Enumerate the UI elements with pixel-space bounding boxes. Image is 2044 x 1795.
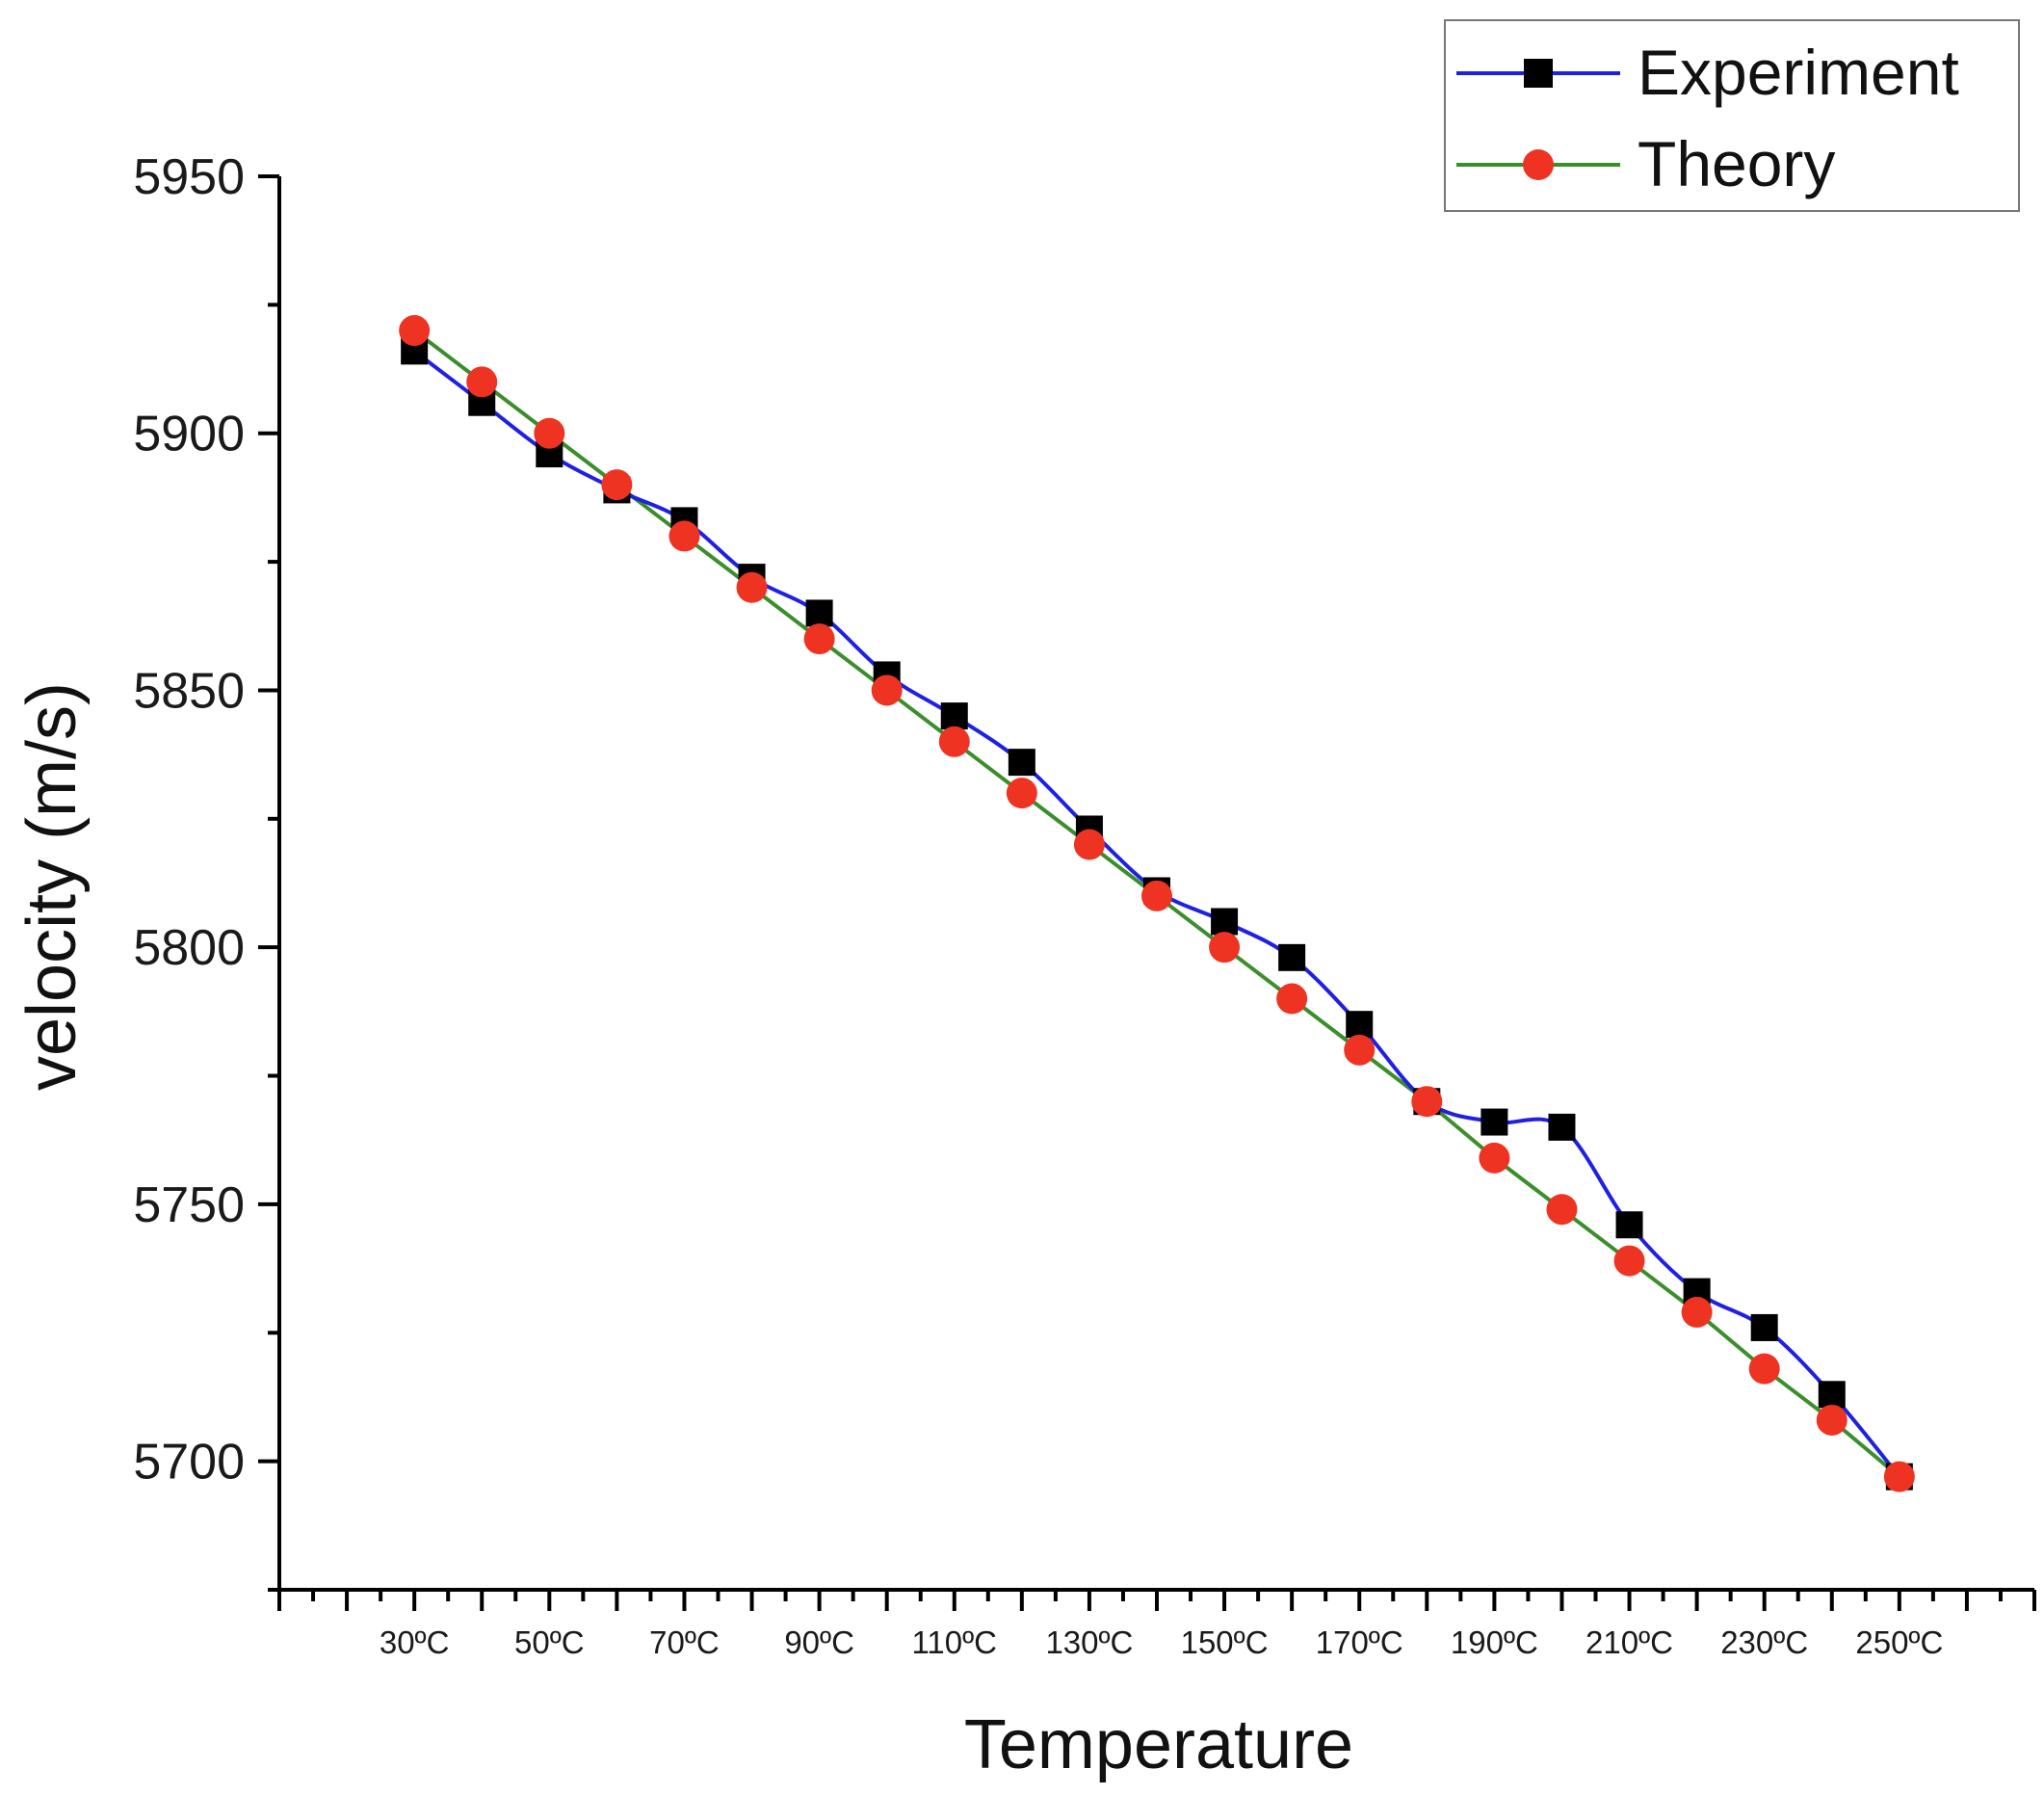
x-tick-label: 230ºC bbox=[1720, 1624, 1808, 1660]
theory-point bbox=[1681, 1296, 1713, 1328]
series-layer bbox=[399, 315, 1915, 1492]
theory-point bbox=[1209, 932, 1241, 963]
x-tick-label: 170ºC bbox=[1316, 1624, 1403, 1660]
x-tick-label: 90ºC bbox=[784, 1624, 854, 1660]
y-ticks: 5700 5750 5800 5850 5900 5950 bbox=[133, 149, 279, 1592]
theory-point bbox=[1479, 1142, 1510, 1174]
experiment-point bbox=[940, 702, 968, 730]
y-tick-label: 5850 bbox=[133, 663, 245, 719]
y-tick-label: 5800 bbox=[133, 920, 245, 976]
x-tick-label: 130ºC bbox=[1045, 1624, 1133, 1660]
x-tick-label: 210ºC bbox=[1585, 1624, 1673, 1660]
theory-point bbox=[399, 315, 431, 347]
experiment-point bbox=[805, 599, 833, 627]
x-ticks: 30ºC 50ºC 70ºC 90ºC 110ºC 130ºC 150ºC 170ºC 190º… bbox=[277, 1590, 2036, 1660]
y-tick-label: 5900 bbox=[133, 407, 245, 462]
theory-point bbox=[534, 417, 565, 449]
theory-point bbox=[1613, 1245, 1645, 1277]
theory-point bbox=[466, 366, 498, 398]
x-tick-label: 190ºC bbox=[1451, 1624, 1538, 1660]
experiment-point bbox=[1278, 943, 1306, 971]
theory-point bbox=[1411, 1086, 1443, 1118]
theory-point bbox=[1748, 1353, 1780, 1385]
theory-point bbox=[601, 469, 633, 501]
experiment-point bbox=[1818, 1381, 1846, 1409]
experiment-point bbox=[1750, 1313, 1778, 1341]
theory-point bbox=[871, 674, 903, 706]
theory-point bbox=[1006, 778, 1037, 809]
experiment-point bbox=[1615, 1211, 1643, 1239]
x-tick-label: 50ºC bbox=[514, 1624, 585, 1660]
x-tick-label: 250ºC bbox=[1855, 1624, 1943, 1660]
theory-point bbox=[736, 571, 768, 603]
x-tick-label: 30ºC bbox=[380, 1624, 450, 1660]
experiment-point bbox=[1346, 1011, 1374, 1039]
theory-point bbox=[1546, 1194, 1578, 1226]
x-tick-label: 70ºC bbox=[649, 1624, 720, 1660]
experiment-point bbox=[1481, 1108, 1508, 1136]
experiment-point bbox=[1008, 749, 1035, 777]
theory-point bbox=[1276, 983, 1308, 1015]
experiment-point bbox=[1211, 908, 1239, 936]
experiment-point bbox=[1548, 1113, 1576, 1141]
y-axis-title: velocity (m/s) bbox=[13, 682, 91, 1091]
theory-point bbox=[668, 520, 700, 552]
y-tick-label: 5950 bbox=[133, 149, 245, 205]
theory-point bbox=[1883, 1461, 1915, 1492]
legend: Experiment Theory bbox=[1444, 19, 2020, 212]
legend-theory-marker bbox=[1523, 149, 1554, 180]
y-tick-label: 5750 bbox=[133, 1177, 245, 1233]
theory-point bbox=[938, 726, 970, 757]
theory-point bbox=[1141, 880, 1172, 911]
y-tick-label: 5700 bbox=[133, 1435, 245, 1491]
x-tick-label: 150ºC bbox=[1181, 1624, 1269, 1660]
x-axis-title: Temperature bbox=[964, 1706, 1353, 1783]
theory-point bbox=[1344, 1034, 1376, 1066]
legend-experiment-marker bbox=[1524, 59, 1553, 88]
legend-experiment-label: Experiment bbox=[1638, 37, 1959, 108]
x-tick-label: 110ºC bbox=[912, 1624, 998, 1660]
theory-point bbox=[803, 623, 835, 655]
theory-point bbox=[1073, 829, 1105, 860]
theory-point bbox=[1816, 1404, 1847, 1436]
legend-theory-label: Theory bbox=[1638, 128, 1835, 199]
